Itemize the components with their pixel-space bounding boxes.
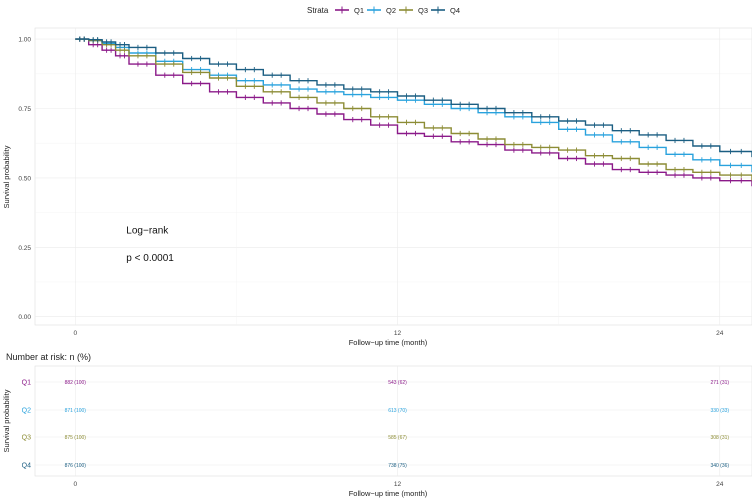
risk-row-label: Q4: [22, 463, 31, 470]
km-plot-panel: [34, 27, 752, 326]
risk-cell: 543 (62): [388, 380, 407, 386]
km-y-tick-label: 1.00: [18, 37, 31, 44]
risk-cell: 271 (31): [710, 380, 729, 386]
km-y-tick-label: 0.00: [18, 314, 31, 321]
risk-cell: 340 (36): [710, 463, 729, 469]
risk-table: Number at risk: n (%) 0 12 24 Q1 882 (100) 5…: [2, 352, 752, 498]
legend-item-q1: Q1: [335, 6, 364, 15]
risk-y-axis-label: Survival probability: [2, 389, 11, 452]
legend: Strata Q1 Q2 Q3 Q4: [307, 6, 460, 15]
risk-cell: 738 (75): [388, 463, 407, 469]
legend-item-q4: Q4: [431, 6, 460, 15]
risk-x-tick-label: 24: [716, 481, 724, 488]
risk-x-axis-label: Follow−up time (month): [349, 489, 428, 498]
risk-x-tick-label: 0: [73, 481, 77, 488]
risk-cell: 308 (31): [710, 435, 729, 441]
km-x-tick-label: 24: [716, 330, 724, 337]
risk-table-panel: [34, 365, 752, 477]
risk-row-label: Q1: [22, 380, 31, 387]
risk-cell: 876 (100): [65, 463, 87, 469]
series-line-q3: [75, 38, 752, 181]
km-x-axis-label: Follow−up time (month): [349, 338, 428, 347]
legend-item-q3: Q3: [399, 6, 428, 15]
annotation-log-rank: Log−rank: [126, 225, 169, 236]
risk-x-tick-label: 12: [394, 481, 402, 488]
series-q4: [75, 36, 752, 158]
km-y-tick-label: 0.25: [18, 245, 31, 252]
risk-cell: 882 (100): [65, 380, 87, 386]
km-x-tick-label: 12: [394, 330, 402, 337]
risk-cell: 875 (100): [65, 435, 87, 441]
risk-table-title: Number at risk: n (%): [6, 352, 91, 362]
risk-cell: 871 (100): [65, 408, 87, 414]
legend-item-q2: Q2: [367, 6, 396, 15]
km-plot: 0.00 0.25 0.50 0.75 1.00 0 12 24 Survival proba…: [2, 27, 752, 347]
km-y-axis-label: Survival probability: [2, 145, 11, 208]
km-y-tick-label: 0.75: [18, 106, 31, 113]
legend-title: Strata: [307, 6, 329, 15]
km-x-tick-label: 0: [73, 330, 77, 337]
legend-label: Q1: [354, 6, 364, 15]
legend-label: Q2: [386, 6, 396, 15]
risk-row-label: Q3: [22, 435, 31, 442]
km-y-tick-label: 0.50: [18, 175, 31, 182]
series-line-q4: [75, 38, 752, 158]
legend-label: Q4: [450, 6, 460, 15]
legend-label: Q3: [418, 6, 428, 15]
risk-row-label: Q2: [22, 408, 31, 415]
annotation-p-value: p < 0.0001: [126, 253, 174, 264]
risk-cell: 585 (67): [388, 435, 407, 441]
risk-cell: 613 (70): [388, 408, 407, 414]
risk-cell: 330 (33): [710, 408, 729, 414]
series-q3: [75, 36, 752, 181]
